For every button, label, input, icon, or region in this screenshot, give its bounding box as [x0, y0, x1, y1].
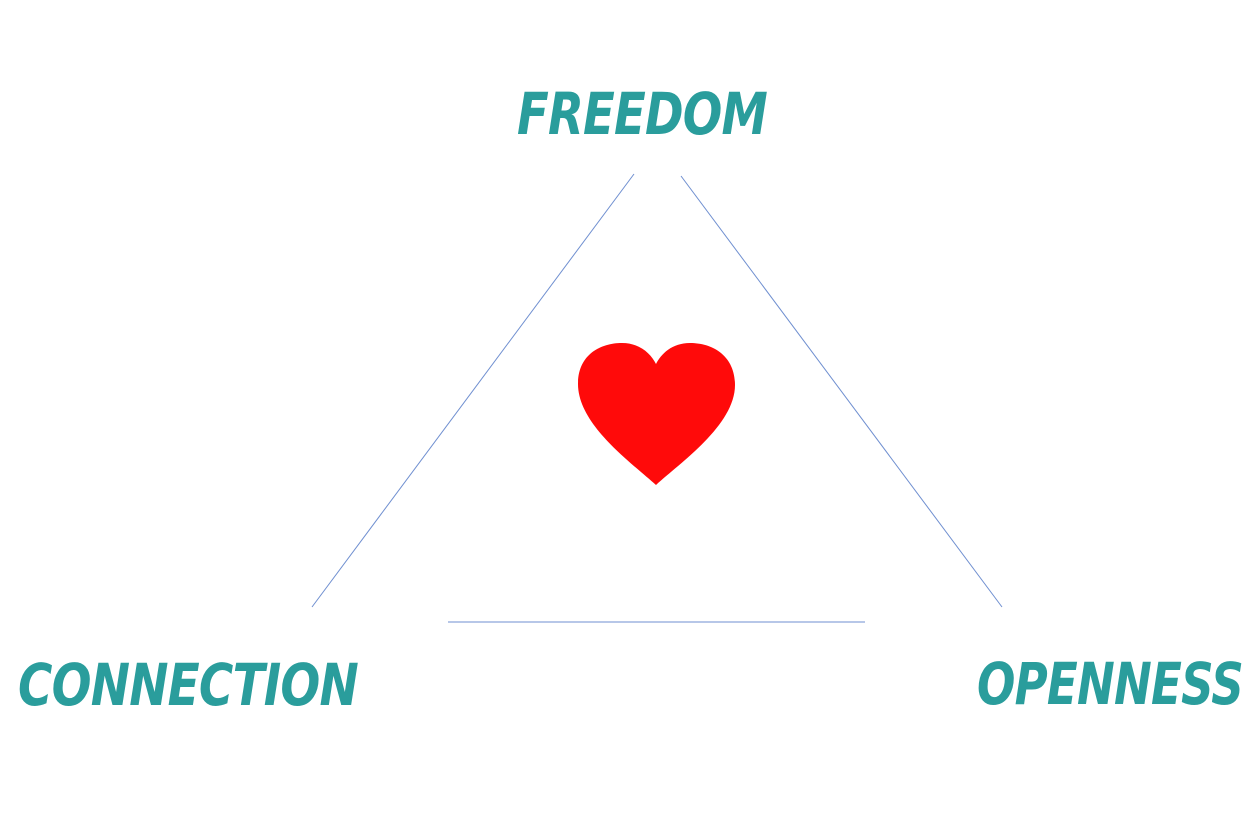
node-label-connection: CONNECTION: [18, 651, 358, 719]
heart-icon: [578, 343, 735, 485]
node-label-openness: OPENNESS: [977, 650, 1243, 718]
node-label-freedom: FREEDOM: [517, 80, 767, 148]
edge-right: [680, 175, 1003, 608]
edge-left: [311, 173, 635, 608]
